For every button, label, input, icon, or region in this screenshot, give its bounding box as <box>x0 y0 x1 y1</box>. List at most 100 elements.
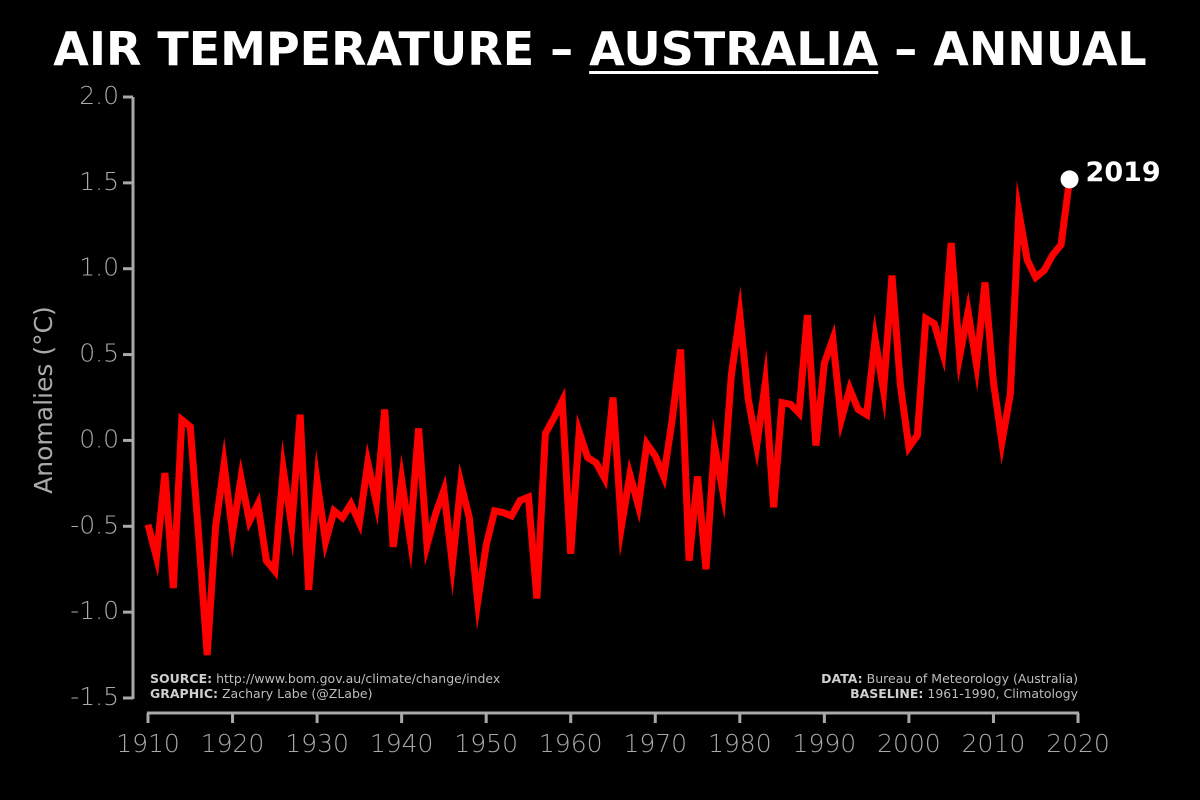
x-tick-label: 1960 <box>539 729 603 758</box>
x-tick-label: 1990 <box>793 729 857 758</box>
data-point <box>1050 252 1056 258</box>
data-point <box>957 353 963 359</box>
data-point <box>280 467 286 473</box>
data-point <box>331 508 337 514</box>
data-point <box>948 240 954 246</box>
x-tick-label: 1970 <box>623 729 687 758</box>
data-point <box>686 558 692 564</box>
y-tick-label: -1.0 <box>70 596 119 625</box>
data-point <box>399 477 405 483</box>
data-point <box>990 379 996 385</box>
data-point <box>424 542 430 548</box>
data-point <box>965 309 971 315</box>
data-point <box>356 520 362 526</box>
credit-baseline: BASELINE: 1961-1990, Climatology <box>850 686 1079 701</box>
y-tick-label: -0.5 <box>70 510 119 539</box>
data-point <box>703 566 709 572</box>
x-tick-label: 1940 <box>370 729 434 758</box>
data-point <box>153 554 159 560</box>
data-point <box>914 432 920 438</box>
data-point <box>213 523 219 529</box>
data-point <box>881 388 887 394</box>
y-tick-label: 1.5 <box>79 167 119 196</box>
y-axis-title: Anomalies (°C) <box>29 306 58 494</box>
data-point <box>339 515 345 521</box>
data-point <box>821 360 827 366</box>
data-point <box>737 312 743 318</box>
data-point <box>1016 209 1022 215</box>
data-point <box>771 504 777 510</box>
chart-title: AIR TEMPERATURE – AUSTRALIA – ANNUAL <box>0 22 1200 76</box>
credit-graphic: GRAPHIC: Zachary Labe (@ZLabe) <box>150 686 372 701</box>
series-group: 2019 <box>144 157 1161 656</box>
data-point <box>788 401 794 407</box>
data-point <box>593 460 599 466</box>
data-point <box>263 558 269 564</box>
data-point <box>559 398 565 404</box>
data-point <box>525 494 531 500</box>
data-point <box>534 595 540 601</box>
data-point <box>897 382 903 388</box>
data-point <box>754 443 760 449</box>
data-point <box>238 475 244 481</box>
data-point <box>365 460 371 466</box>
data-point <box>661 473 667 479</box>
data-point <box>804 312 810 318</box>
title-part-country: AUSTRALIA <box>589 22 879 76</box>
data-point <box>145 522 151 528</box>
credit-graphic-value: Zachary Labe (@ZLabe) <box>218 686 372 701</box>
data-point <box>390 544 396 550</box>
data-point <box>830 336 836 342</box>
data-point <box>855 407 861 413</box>
data-point <box>449 561 455 567</box>
latest-year-label: 2019 <box>1086 157 1161 188</box>
data-point <box>931 321 937 327</box>
credit-data-key: DATA: <box>821 671 863 686</box>
data-point <box>720 489 726 495</box>
x-tick-label: 2020 <box>1046 729 1110 758</box>
x-tick-label: 1910 <box>116 729 180 758</box>
data-point <box>762 381 768 387</box>
data-point <box>297 412 303 418</box>
data-point <box>500 510 506 516</box>
data-point <box>889 273 895 279</box>
latest-point-marker <box>1060 170 1079 189</box>
data-point <box>872 336 878 342</box>
data-point <box>492 508 498 514</box>
data-point <box>618 523 624 529</box>
data-point <box>289 523 295 529</box>
x-tick-label: 1920 <box>201 729 265 758</box>
x-tick-label: 1950 <box>454 729 518 758</box>
data-point <box>255 501 261 507</box>
data-point <box>246 518 252 524</box>
data-point <box>196 534 202 540</box>
data-point <box>416 425 422 431</box>
credit-data: DATA: Bureau of Meteorology (Australia) <box>821 671 1078 686</box>
data-point <box>745 396 751 402</box>
data-point <box>695 473 701 479</box>
data-point <box>509 513 515 519</box>
x-tick-label: 1980 <box>708 729 772 758</box>
data-point <box>678 346 684 352</box>
credit-source-value: http://www.bom.gov.au/climate/change/ind… <box>212 671 500 686</box>
data-point <box>635 503 641 509</box>
data-point <box>272 568 278 574</box>
title-part-1: AIR TEMPERATURE – <box>53 22 590 76</box>
data-point <box>306 587 312 593</box>
data-point <box>348 501 354 507</box>
data-point <box>382 407 388 413</box>
data-point <box>407 535 413 541</box>
data-point <box>585 455 591 461</box>
data-point <box>940 350 946 356</box>
data-point <box>458 480 464 486</box>
data-point <box>627 472 633 478</box>
data-point <box>974 362 980 368</box>
x-tick-label: 2010 <box>962 729 1026 758</box>
data-point <box>373 499 379 505</box>
data-point <box>221 461 227 467</box>
data-point <box>982 279 988 285</box>
y-tick-label: 1.0 <box>79 253 119 282</box>
data-point <box>162 470 168 476</box>
data-point <box>542 431 548 437</box>
